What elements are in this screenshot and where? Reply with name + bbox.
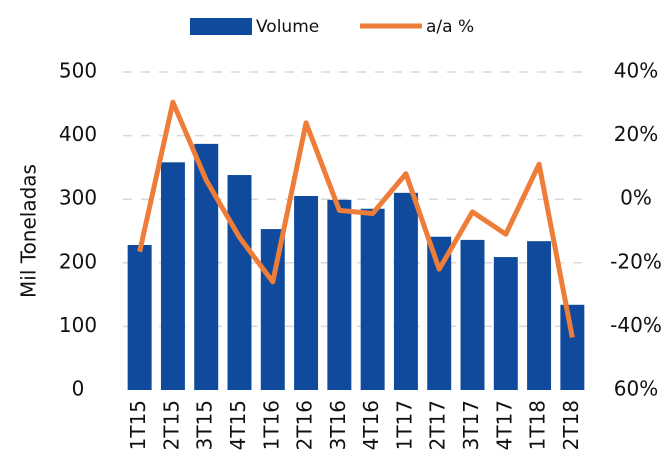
y2-tick-label: 20% (614, 122, 658, 146)
x-tick-label: 1T15 (126, 400, 150, 450)
bar (360, 208, 385, 390)
y-tick-label: 500 (59, 59, 97, 83)
y-axis-label: Mil Toneladas (17, 164, 41, 298)
bar (527, 241, 552, 390)
y2-tick-label: 60% (614, 377, 658, 401)
y2-tick-label: 40% (614, 59, 658, 83)
bar (160, 162, 185, 390)
bar (393, 192, 418, 390)
x-tick-label: 1T17 (392, 400, 416, 450)
x-tick-label: 1T16 (259, 400, 283, 450)
y-tick-label: 0 (72, 377, 85, 401)
x-tick-label: 4T16 (359, 400, 383, 450)
legend-label: Volume (256, 17, 319, 37)
line (137, 99, 575, 339)
bar (194, 143, 219, 390)
x-tick-label: 1T18 (526, 400, 550, 450)
x-tick-label: 2T17 (426, 400, 450, 450)
y-tick-label: 200 (59, 249, 97, 273)
bar (427, 236, 452, 390)
x-tick-label: 3T15 (193, 400, 217, 450)
y-tick-label: 300 (59, 186, 97, 210)
legend-swatch (190, 18, 252, 35)
bar (327, 199, 352, 390)
x-tick-label: 2T15 (159, 400, 183, 450)
bar (227, 175, 252, 390)
bar (127, 244, 152, 390)
bar (460, 239, 485, 390)
bar (493, 257, 518, 390)
y2-tick-label: -20% (610, 249, 662, 273)
x-tick-label: 4T17 (492, 400, 516, 450)
bar (260, 229, 285, 390)
x-tick-label: 3T17 (459, 400, 483, 450)
x-tick-label: 2T16 (293, 400, 317, 450)
y2-tick-label: -40% (610, 313, 662, 337)
bar (294, 196, 319, 390)
x-tick-label: 3T16 (326, 400, 350, 450)
legend-label: a/a % (426, 17, 474, 37)
x-tick-label: 4T15 (226, 400, 250, 450)
y-tick-label: 100 (59, 313, 97, 337)
bar (560, 304, 585, 390)
x-tick-label: 2T18 (559, 400, 583, 450)
y2-tick-label: 0% (620, 186, 652, 210)
y-tick-label: 400 (59, 122, 97, 146)
